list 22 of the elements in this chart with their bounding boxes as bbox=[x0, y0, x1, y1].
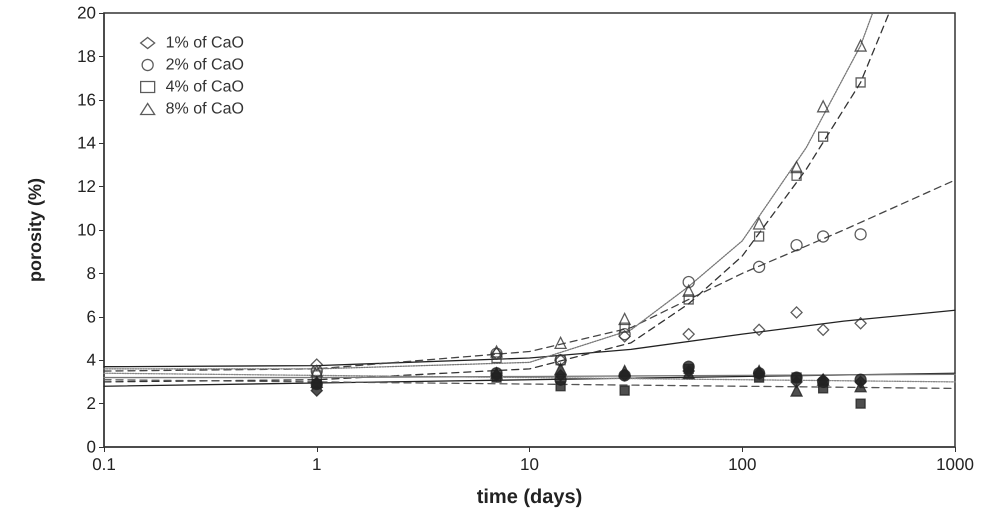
legend-label: 4% of CaO bbox=[166, 78, 244, 96]
x-tick-label: 1 bbox=[312, 455, 322, 474]
x-tick-label: 1000 bbox=[936, 455, 974, 474]
y-tick-label: 16 bbox=[77, 90, 96, 110]
x-tick-label: 10 bbox=[520, 455, 539, 474]
y-axis-title: porosity (%) bbox=[25, 178, 45, 282]
y-tick-label: 14 bbox=[77, 134, 96, 153]
x-tick-label: 0.1 bbox=[92, 455, 116, 474]
legend-label: 8% of CaO bbox=[166, 100, 244, 118]
y-tick-label: 20 bbox=[77, 4, 96, 22]
y-tick-label: 6 bbox=[86, 307, 96, 326]
legend-label: 1% of CaO bbox=[166, 34, 244, 52]
legend-label: 2% of CaO bbox=[166, 56, 244, 74]
x-tick-label: 100 bbox=[728, 455, 756, 474]
y-tick-label: 18 bbox=[77, 46, 96, 66]
y-tick-label: 12 bbox=[77, 177, 96, 196]
y-tick-label: 2 bbox=[86, 394, 96, 414]
y-tick-label: 0 bbox=[86, 438, 96, 456]
x-axis-title: time (days) bbox=[476, 486, 582, 508]
y-tick-label: 4 bbox=[86, 350, 96, 370]
y-tick-label: 8 bbox=[86, 264, 96, 283]
y-tick-label: 10 bbox=[77, 220, 96, 240]
